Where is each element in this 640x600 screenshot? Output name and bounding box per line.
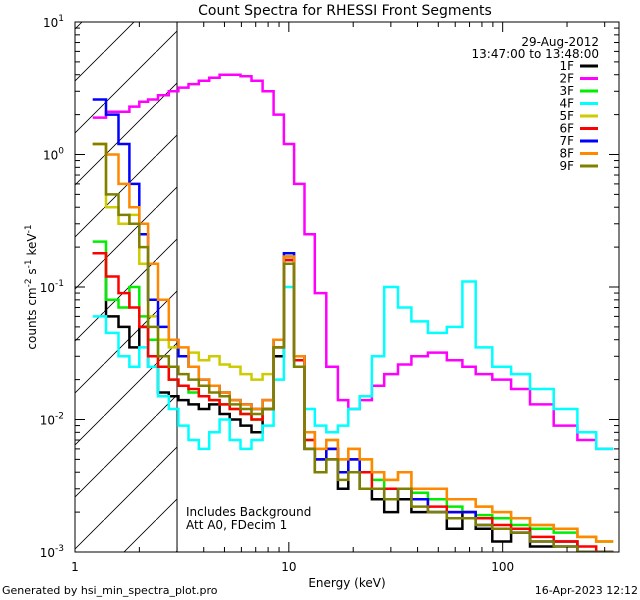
legend-label: 5F: [559, 109, 574, 123]
legend-label: 8F: [559, 147, 574, 161]
legend-label: 1F: [559, 59, 574, 73]
y-axis-label-part: s: [25, 268, 39, 278]
series-8F: [92, 142, 614, 543]
y-tick-label: 101: [43, 14, 64, 30]
series-2F: [92, 73, 614, 451]
y-axis-label-part: keV: [25, 233, 39, 260]
y-axis-label-exp: -1: [24, 259, 34, 268]
x-tick-label: 10: [281, 560, 296, 574]
background-hatch-region: [75, 22, 178, 552]
legend-label: 7F: [559, 134, 574, 148]
y-tick-label: 10-2: [40, 412, 64, 428]
y-axis-label: counts cm-2 s-1 keV-1: [24, 224, 39, 349]
legend-label: 9F: [559, 159, 574, 173]
y-tick-label: 100: [43, 147, 64, 163]
series-9F: [92, 142, 614, 552]
legend-label: 2F: [559, 72, 574, 86]
annotation-background: Includes Background: [186, 505, 311, 519]
y-axis-label-part: counts cm: [25, 287, 39, 349]
footer-generator: Generated by hsi_min_spectra_plot.pro: [2, 584, 218, 597]
chart-title: Count Spectra for RHESSI Front Segments: [198, 3, 492, 19]
footer-timestamp: 16-Apr-2023 12:12: [535, 584, 638, 597]
time-range-label: 13:47:00 to 13:48:00: [472, 47, 599, 61]
axes: 1 10 100 10-3 10-2 10-1 100 101: [40, 14, 620, 574]
legend-label: 6F: [559, 122, 574, 136]
x-tick-label: 100: [491, 560, 514, 574]
x-tick-label: 1: [71, 560, 79, 574]
legend-label: 4F: [559, 97, 574, 111]
annotation-attenuator: Att A0, FDecim 1: [186, 518, 287, 532]
date-label: 29-Aug-2012: [521, 35, 599, 49]
y-axis-label-exp: -1: [24, 224, 34, 233]
legend-label: 3F: [559, 84, 574, 98]
y-tick-label: 10-1: [40, 279, 64, 295]
x-axis-label: Energy (keV): [308, 576, 385, 590]
hatch-fill: [75, 22, 178, 552]
y-axis-label-exp: -2: [24, 278, 34, 287]
y-tick-label: 10-3: [40, 544, 64, 560]
series-lines: [92, 73, 614, 552]
